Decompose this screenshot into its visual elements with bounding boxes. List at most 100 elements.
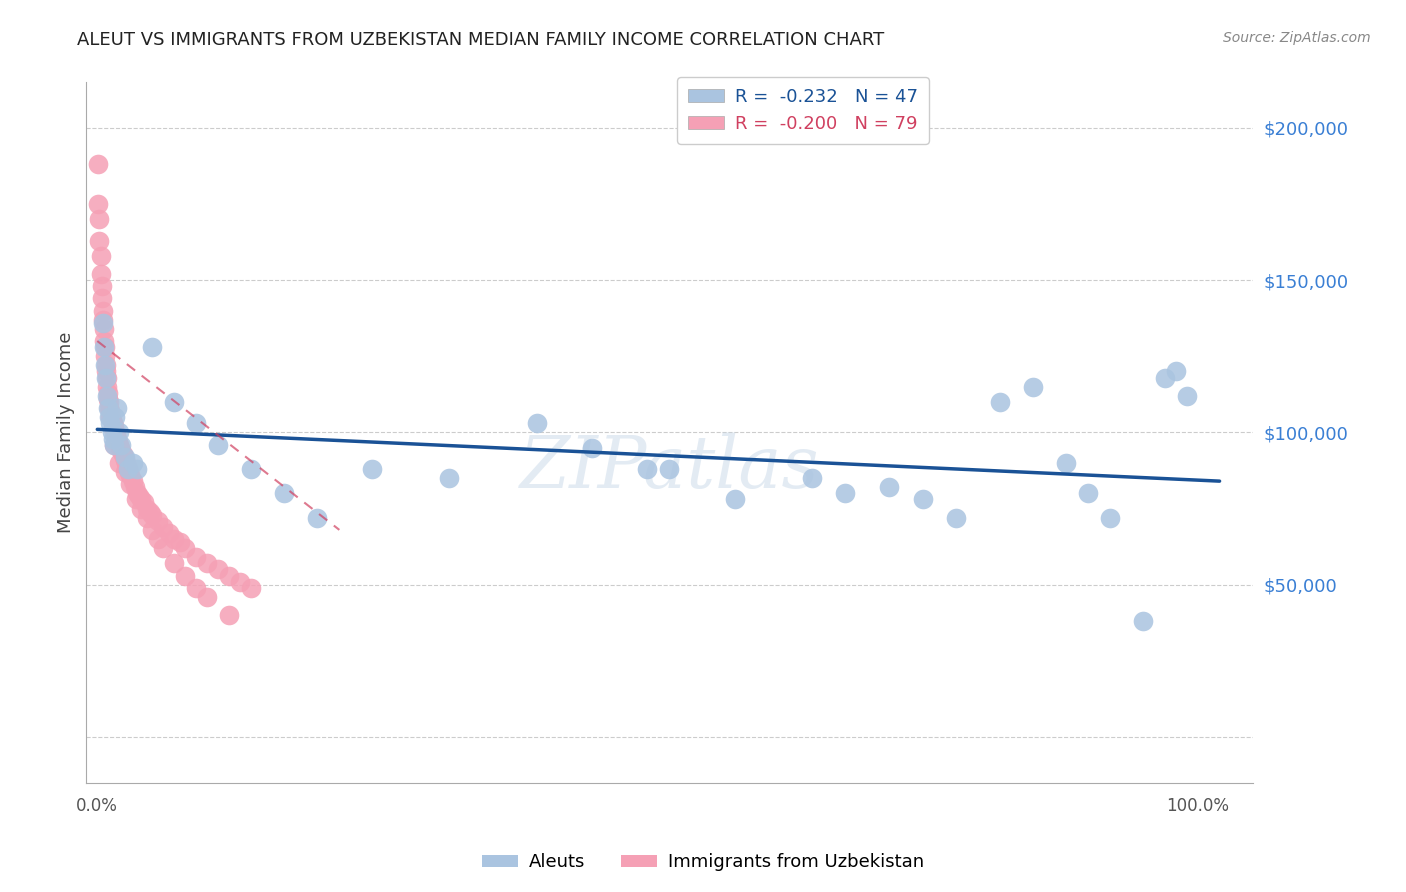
- Point: [186, 581, 208, 595]
- Point: [218, 568, 240, 582]
- Point: [107, 434, 129, 449]
- Point: [110, 437, 132, 451]
- Y-axis label: Median Family Income: Median Family Income: [58, 332, 75, 533]
- Point: [361, 462, 384, 476]
- Point: [141, 340, 163, 354]
- Point: [146, 514, 169, 528]
- Point: [195, 590, 218, 604]
- Legend: Aleuts, Immigrants from Uzbekistan: Aleuts, Immigrants from Uzbekistan: [475, 847, 931, 879]
- Point: [117, 462, 139, 476]
- Point: [90, 279, 112, 293]
- Point: [207, 562, 229, 576]
- Point: [105, 428, 128, 442]
- Point: [125, 486, 148, 500]
- Point: [87, 197, 110, 211]
- Point: [945, 510, 967, 524]
- Point: [97, 392, 120, 406]
- Point: [163, 532, 186, 546]
- Point: [110, 441, 132, 455]
- Point: [101, 432, 124, 446]
- Point: [125, 492, 148, 507]
- Point: [801, 471, 824, 485]
- Legend: R =  -0.232   N = 47, R =  -0.200   N = 79: R = -0.232 N = 47, R = -0.200 N = 79: [678, 78, 928, 144]
- Point: [96, 380, 118, 394]
- Point: [91, 303, 114, 318]
- Point: [195, 557, 218, 571]
- Point: [115, 458, 138, 473]
- Point: [91, 316, 114, 330]
- Point: [96, 389, 118, 403]
- Point: [125, 462, 148, 476]
- Point: [163, 395, 186, 409]
- Point: [139, 505, 162, 519]
- Point: [94, 359, 117, 373]
- Text: ZIPatlas: ZIPatlas: [520, 432, 820, 503]
- Point: [135, 510, 157, 524]
- Point: [103, 437, 125, 451]
- Point: [121, 456, 143, 470]
- Point: [97, 401, 120, 415]
- Point: [121, 474, 143, 488]
- Point: [114, 452, 136, 467]
- Point: [128, 489, 150, 503]
- Point: [105, 432, 128, 446]
- Point: [636, 462, 658, 476]
- Point: [94, 340, 117, 354]
- Point: [186, 417, 208, 431]
- Point: [115, 456, 138, 470]
- Point: [526, 417, 548, 431]
- Point: [120, 468, 142, 483]
- Point: [1132, 614, 1154, 628]
- Point: [100, 417, 122, 431]
- Point: [93, 334, 115, 348]
- Point: [120, 477, 142, 491]
- Point: [124, 480, 146, 494]
- Point: [111, 447, 134, 461]
- Point: [1077, 486, 1099, 500]
- Point: [273, 486, 295, 500]
- Point: [105, 401, 128, 415]
- Point: [207, 437, 229, 451]
- Point: [94, 349, 117, 363]
- Point: [879, 480, 901, 494]
- Point: [186, 550, 208, 565]
- Point: [724, 492, 747, 507]
- Point: [98, 410, 121, 425]
- Point: [307, 510, 329, 524]
- Point: [1164, 364, 1187, 378]
- Point: [97, 385, 120, 400]
- Text: ALEUT VS IMMIGRANTS FROM UZBEKISTAN MEDIAN FAMILY INCOME CORRELATION CHART: ALEUT VS IMMIGRANTS FROM UZBEKISTAN MEDI…: [77, 31, 884, 49]
- Point: [439, 471, 461, 485]
- Point: [131, 492, 153, 507]
- Point: [96, 370, 118, 384]
- Point: [152, 541, 174, 556]
- Point: [89, 234, 111, 248]
- Point: [91, 312, 114, 326]
- Point: [87, 157, 110, 171]
- Point: [104, 425, 127, 440]
- Point: [141, 508, 163, 522]
- Point: [146, 532, 169, 546]
- Point: [103, 419, 125, 434]
- Point: [108, 425, 131, 440]
- Point: [174, 568, 197, 582]
- Point: [1175, 389, 1198, 403]
- Point: [104, 410, 127, 425]
- Point: [118, 465, 141, 479]
- Point: [94, 359, 117, 373]
- Point: [98, 395, 121, 409]
- Point: [108, 437, 131, 451]
- Point: [1098, 510, 1121, 524]
- Point: [581, 441, 603, 455]
- Point: [93, 340, 115, 354]
- Point: [112, 450, 135, 464]
- Point: [240, 581, 263, 595]
- Point: [135, 501, 157, 516]
- Point: [132, 495, 155, 509]
- Point: [90, 292, 112, 306]
- Point: [103, 437, 125, 451]
- Point: [93, 322, 115, 336]
- Point: [100, 404, 122, 418]
- Point: [114, 450, 136, 464]
- Point: [110, 443, 132, 458]
